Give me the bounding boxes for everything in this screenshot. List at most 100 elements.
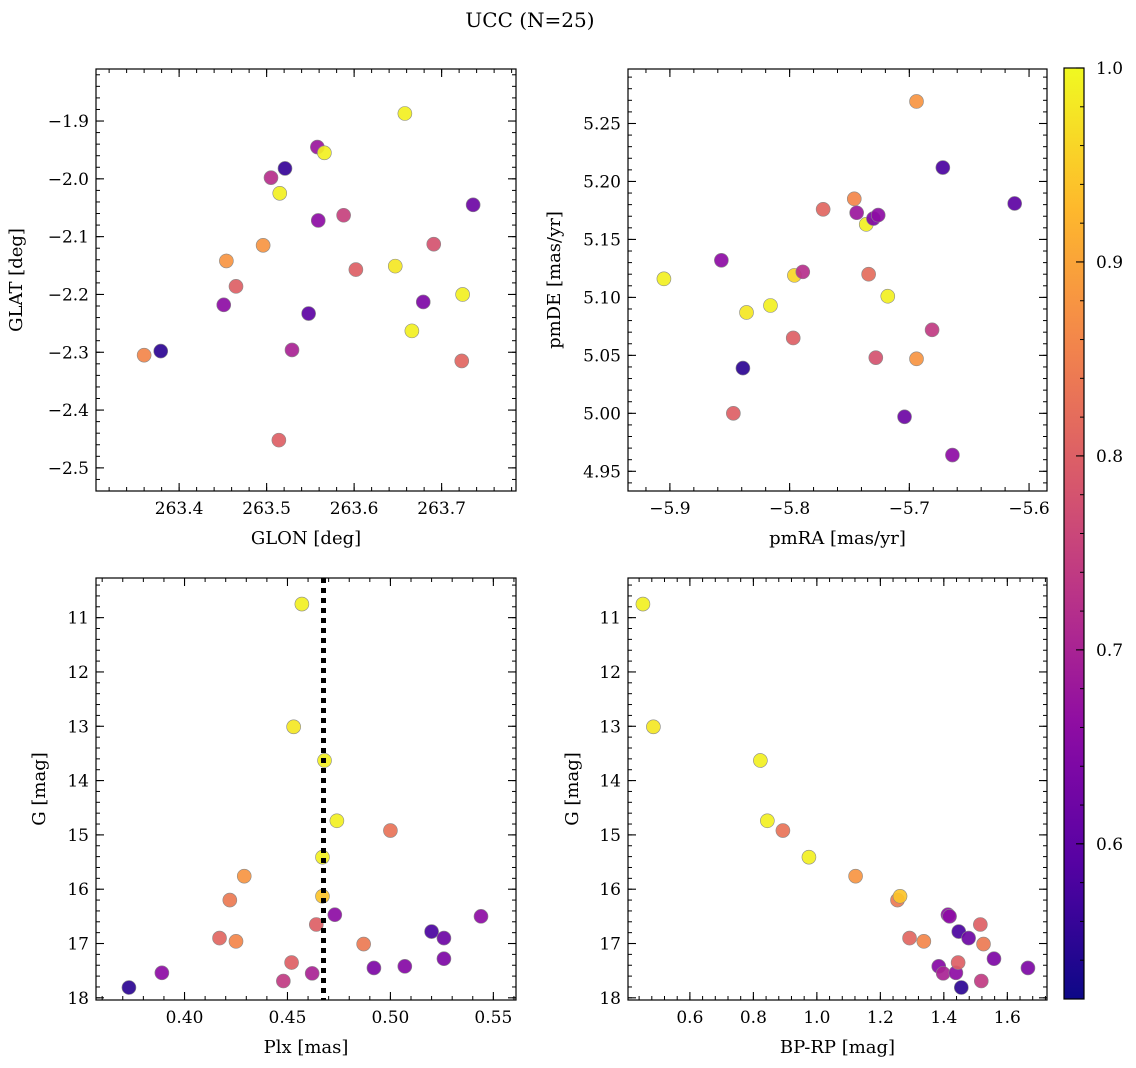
scatter-point	[635, 596, 651, 612]
scatter-point	[942, 909, 957, 924]
scatter-point	[961, 930, 976, 946]
y-tick-label: −2.3	[48, 343, 89, 363]
y-tick-label: −2.5	[48, 459, 89, 479]
points-group	[656, 94, 1022, 463]
y-tick-label: 12	[67, 663, 89, 683]
scatter-point	[916, 934, 932, 949]
scatter-point	[424, 924, 439, 939]
scatter-point	[986, 951, 1002, 967]
scatter-point	[272, 185, 288, 201]
y-tick-label: 5.15	[583, 230, 621, 250]
scatter-point	[735, 360, 751, 376]
scatter-point	[454, 353, 470, 369]
x-tick-label: 263.7	[417, 499, 466, 519]
scatter-point	[308, 917, 324, 932]
scatter-point	[760, 813, 775, 829]
colorbar-tick-label: 0.8	[1096, 447, 1123, 467]
scatter-point	[935, 966, 951, 981]
scatter-point	[329, 813, 345, 829]
scatter-point	[121, 980, 137, 995]
scatter-point	[348, 262, 364, 277]
scatter-point	[277, 161, 293, 176]
colorbar: 0.6 0.7 0.8 0.9 1.0	[1063, 59, 1123, 1000]
scatter-point	[753, 753, 768, 768]
scatter-point	[892, 888, 908, 904]
y-tick-label: 17	[67, 935, 89, 955]
scatter-point	[426, 236, 442, 252]
y-tick-label: 17	[599, 935, 621, 955]
y-tick-label: 12	[599, 663, 621, 683]
scatter-point	[436, 930, 452, 946]
scatter-point	[356, 936, 371, 952]
y-tick-label: 18	[67, 989, 89, 1009]
y-tick-label: 16	[67, 880, 89, 900]
scatter-point	[880, 288, 896, 304]
scatter-point	[436, 951, 452, 967]
scatter-point	[973, 973, 989, 989]
y-tick-label: 13	[599, 717, 621, 737]
scatter-point	[286, 719, 301, 735]
y-tick-label: 5.25	[583, 114, 621, 134]
panel-bprp-g: 0.6 0.8 1.0 1.2 1.4 1.6 11 12 13 14 15 16 17 18 BP-RP …	[562, 577, 1048, 1058]
scatter-point	[212, 930, 227, 946]
scatter-point	[284, 955, 299, 970]
y-tick-label: 11	[599, 609, 621, 629]
scatter-point	[801, 849, 817, 865]
panels-group: 263.4 263.5 263.6 263.7 −1.9 −2.0 −2.1 −2.2 −2.3…	[6, 68, 1050, 1058]
scatter-point	[945, 447, 960, 463]
axes-frame	[95, 68, 517, 492]
x-tick-label: −5.6	[1008, 499, 1049, 519]
scatter-point	[317, 145, 332, 161]
scatter-point	[848, 868, 863, 884]
scatter-point	[785, 330, 801, 346]
colorbar-tick-label: 0.9	[1096, 253, 1123, 273]
scatter-point	[973, 917, 988, 932]
scatter-point	[739, 305, 754, 320]
scatter-point	[763, 298, 778, 313]
scatter-point	[294, 596, 310, 612]
scatter-point	[870, 207, 886, 223]
scatter-point	[216, 297, 232, 313]
scatter-point	[219, 253, 234, 269]
x-axis-label: pmRA [mas/yr]	[769, 528, 906, 549]
scatter-point	[304, 966, 320, 981]
scatter-point	[387, 258, 403, 274]
scatter-point	[861, 266, 876, 282]
scatter-point	[327, 907, 343, 923]
y-tick-label: −2.0	[48, 170, 89, 190]
scatter-point	[897, 409, 912, 425]
x-axis-label: Plx [mas]	[264, 1037, 349, 1058]
scatter-point	[909, 351, 924, 367]
scatter-point	[714, 252, 729, 268]
scatter-point	[1007, 196, 1022, 211]
x-tick-label: 0.55	[474, 1008, 512, 1028]
x-tick-label: 0.45	[269, 1008, 307, 1028]
scatter-point	[465, 197, 481, 213]
points-group	[635, 596, 1036, 995]
axes-frame	[95, 577, 517, 1001]
scatter-point	[976, 936, 991, 952]
scatter-point	[284, 342, 300, 358]
x-tick-label: 0.50	[371, 1008, 409, 1028]
scatter-point	[301, 306, 316, 321]
scatter-point	[902, 930, 917, 946]
y-tick-label: 15	[599, 826, 621, 846]
x-tick-label: 1.2	[867, 1008, 894, 1028]
y-tick-label: 5.20	[583, 172, 621, 192]
scatter-point	[397, 959, 413, 974]
scatter-point	[455, 287, 470, 302]
y-axis-label: GLAT [deg]	[6, 228, 27, 332]
y-tick-label: 5.10	[583, 288, 621, 308]
y-tick-label: −1.9	[48, 112, 89, 132]
scatter-point	[263, 170, 279, 185]
scatter-point	[271, 432, 287, 448]
x-tick-label: 263.5	[242, 499, 291, 519]
x-tick-label: −5.8	[769, 499, 810, 519]
panel-pmra-pmde: −5.9 −5.8 −5.7 −5.6 4.95 5.00 5.05 5.10 5.15 5.20…	[544, 68, 1050, 549]
colorbar-tick-label: 1.0	[1096, 59, 1123, 79]
y-tick-label: 14	[67, 772, 89, 792]
scatter-point	[228, 934, 244, 949]
y-tick-label: −2.1	[48, 228, 89, 248]
scatter-point	[795, 264, 811, 280]
